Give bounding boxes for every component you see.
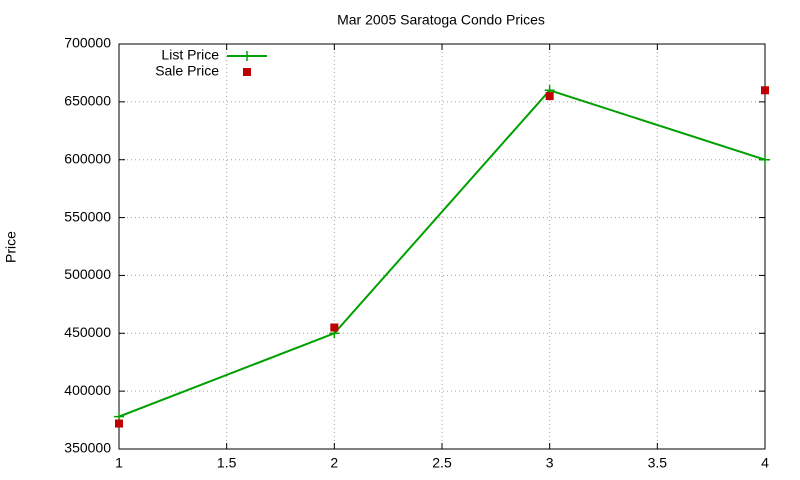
plot-border	[118, 43, 766, 450]
point-marker	[760, 154, 770, 165]
y-tick-label: 700000	[64, 35, 111, 51]
x-tick-label: 2.5	[432, 455, 452, 471]
legend-label: Sale Price	[155, 63, 219, 79]
point-marker	[242, 51, 252, 61]
point-marker	[545, 92, 554, 101]
y-tick-label: 550000	[64, 208, 111, 224]
y-tick-label: 400000	[64, 382, 111, 398]
point-marker	[115, 419, 123, 428]
x-tick-label: 2	[330, 455, 338, 471]
x-tick-label: 1.5	[217, 455, 237, 471]
chart-title: Mar 2005 Saratoga Condo Prices	[337, 12, 545, 28]
x-tick-label: 3.5	[648, 455, 668, 471]
y-tick-label: 500000	[64, 266, 111, 282]
x-tick-label: 3	[546, 455, 554, 471]
point-marker	[761, 86, 769, 95]
point-marker	[243, 68, 251, 76]
y-tick-label: 600000	[64, 150, 111, 166]
y-tick-label: 350000	[64, 440, 111, 456]
y-axis-label: Price	[3, 231, 19, 263]
x-tick-label: 4	[761, 455, 769, 471]
y-tick-label: 650000	[64, 93, 111, 109]
legend-label: List Price	[161, 47, 219, 63]
y-tick-label: 450000	[64, 324, 111, 340]
point-marker	[330, 323, 339, 332]
x-tick-label: 1	[115, 455, 123, 471]
series-line	[118, 89, 766, 418]
